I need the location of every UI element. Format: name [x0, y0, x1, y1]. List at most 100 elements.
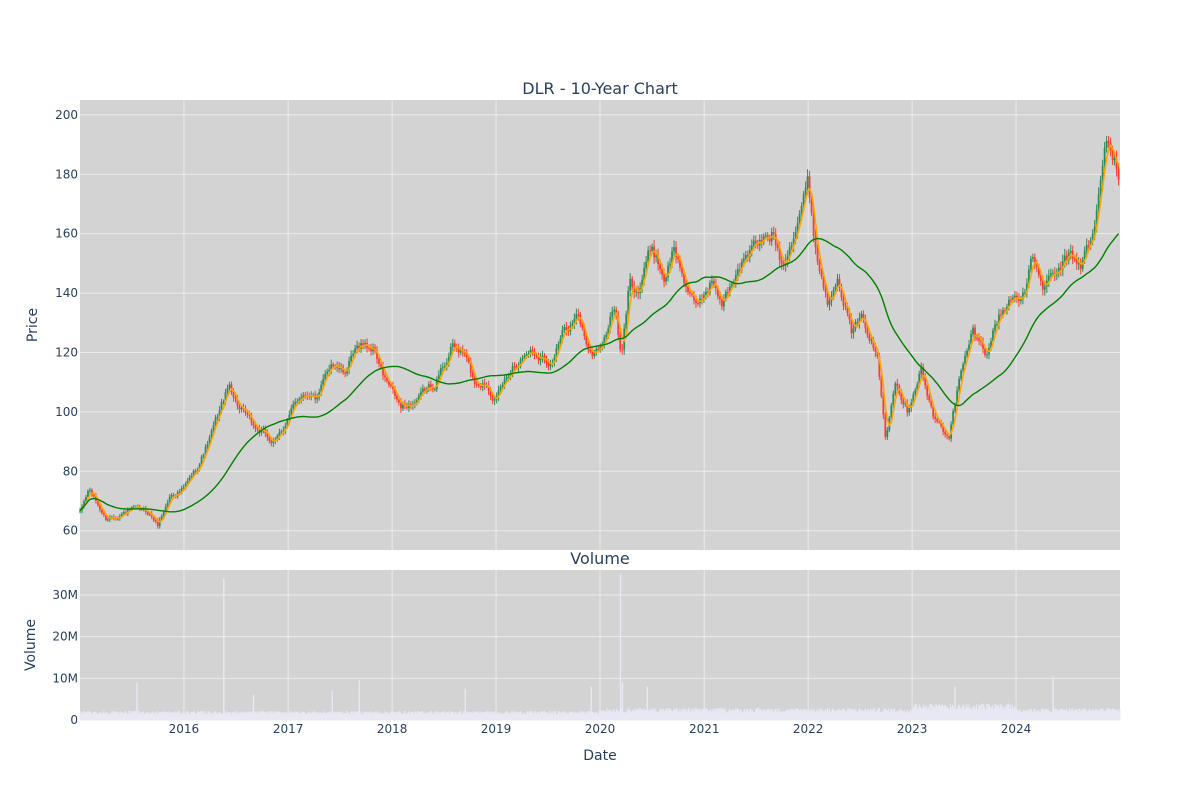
candle-body: [364, 343, 366, 346]
candle-body: [322, 378, 325, 385]
candle-body: [597, 348, 600, 350]
candle-body: [1014, 295, 1016, 298]
candle-body: [868, 334, 871, 341]
candle-body: [613, 309, 616, 312]
candle-body: [509, 373, 512, 377]
candle-body: [605, 334, 608, 338]
candle-body: [222, 401, 225, 403]
candle-body: [529, 349, 532, 355]
price-axis-label: Price: [25, 308, 41, 342]
candle-body: [370, 348, 372, 352]
candle-body: [954, 404, 957, 412]
candle-body: [348, 361, 351, 370]
candle-body: [958, 378, 961, 391]
candle-body: [398, 399, 400, 403]
candle-body: [549, 363, 552, 367]
candle-body: [300, 397, 303, 400]
candle-body: [455, 347, 458, 349]
candle-body: [1029, 258, 1032, 270]
candle-body: [473, 376, 476, 384]
candle-body: [198, 464, 201, 471]
candle-body: [595, 348, 598, 353]
candle-body: [483, 383, 486, 386]
candle-body: [659, 264, 661, 270]
candle-body: [715, 284, 717, 289]
candle-body: [677, 257, 679, 260]
candle-body: [296, 401, 299, 403]
candle-body: [1025, 283, 1028, 293]
candle-body: [234, 397, 237, 399]
candle-body: [258, 428, 261, 433]
candle-body: [726, 291, 729, 293]
candle-body: [146, 511, 149, 515]
candle-body: [541, 355, 544, 358]
candle-body: [1023, 292, 1026, 294]
candle-body: [356, 345, 358, 349]
candle-body: [864, 319, 867, 329]
candle-body: [750, 245, 753, 251]
volume-y-tick-label: 10M: [52, 671, 78, 685]
candle-body: [946, 434, 949, 436]
candle-body: [1047, 275, 1050, 281]
candle-body: [250, 415, 253, 423]
candle-body: [101, 509, 103, 514]
candle-body: [384, 375, 386, 378]
candle-body: [240, 408, 243, 410]
candle-body: [553, 357, 556, 364]
candle-body: [200, 456, 203, 465]
candle-body: [952, 411, 955, 425]
candle-body: [1051, 272, 1054, 274]
candle-body: [224, 392, 227, 402]
candle-body: [591, 350, 594, 357]
volume-panel: 2016 2017 2018 2019 2020 2021 2022 2023 2024 0 10M…: [52, 570, 1121, 736]
candle-body: [445, 362, 448, 366]
candle-body: [419, 391, 422, 396]
candle-body: [1041, 281, 1044, 290]
price-y-tick-label: 160: [55, 227, 78, 241]
candle-body: [673, 247, 675, 252]
x-tick-label: 2017: [273, 722, 304, 736]
candle-body: [1039, 275, 1042, 282]
candle-body: [966, 350, 968, 356]
candle-body: [998, 314, 1000, 324]
candle-body: [83, 501, 85, 507]
short-moving-average-line: [79, 144, 1120, 523]
candle-body: [103, 513, 105, 515]
candle-body: [380, 364, 382, 367]
x-tick-label: 2020: [585, 722, 616, 736]
candle-body: [507, 376, 510, 378]
candle-body: [607, 328, 610, 335]
candle-body: [87, 490, 89, 497]
candle-body: [292, 403, 295, 409]
candle-body: [876, 351, 879, 357]
candle-body: [160, 515, 163, 520]
candle-body: [932, 406, 935, 417]
candle-body: [192, 470, 195, 477]
candle-body: [557, 344, 560, 349]
candle-body: [1107, 140, 1110, 144]
candle-body: [812, 212, 815, 236]
candle-body: [752, 240, 755, 246]
candle-body: [599, 346, 602, 350]
candle-body: [330, 364, 333, 370]
candle-body: [449, 346, 452, 357]
candle-body: [892, 394, 895, 406]
candle-body: [810, 197, 813, 213]
candle-body: [826, 292, 829, 305]
candle-body: [734, 275, 737, 283]
candle-body: [866, 328, 869, 335]
candle-body: [766, 235, 769, 239]
candle-body: [645, 261, 648, 268]
candle-body: [930, 400, 933, 407]
candle-body: [246, 412, 249, 415]
candle-body: [962, 364, 964, 371]
candle-body: [437, 375, 440, 380]
candle-body: [1105, 140, 1108, 148]
candle-body: [968, 344, 970, 351]
candle-body: [99, 505, 101, 510]
candle-body: [609, 316, 612, 329]
candle-body: [573, 318, 576, 324]
candle-body: [992, 330, 994, 342]
candle-body: [166, 502, 169, 507]
